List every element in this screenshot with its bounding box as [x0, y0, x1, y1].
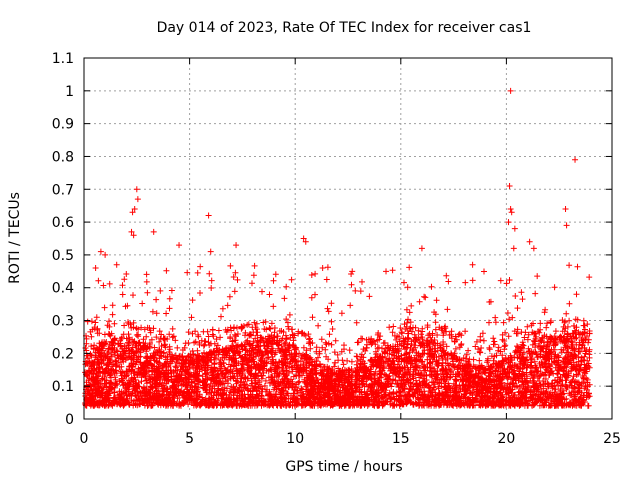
- roti-point-outlier: [129, 209, 136, 216]
- y-tick-label: 0: [65, 412, 74, 428]
- roti-point-outlier: [128, 228, 135, 235]
- roti-point-outlier: [572, 156, 579, 163]
- roti-point-outlier: [319, 265, 326, 272]
- roti-point-outlier: [176, 242, 183, 249]
- y-tick-label: 0.3: [52, 314, 74, 330]
- roti-point-outlier: [102, 251, 109, 258]
- roti-point-outlier: [150, 228, 157, 235]
- roti-point-outlier: [130, 232, 137, 239]
- x-tick-label: 5: [185, 431, 194, 447]
- y-tick-label: 0.8: [52, 149, 74, 165]
- plot-frame: [83, 57, 613, 420]
- roti-point-outlier: [508, 209, 515, 216]
- y-tick-label: 0.5: [52, 248, 74, 264]
- roti-point-outlier: [507, 205, 514, 212]
- roti-point-outlier: [505, 219, 512, 226]
- roti-point-outlier: [469, 261, 476, 268]
- x-tick-label: 15: [392, 431, 410, 447]
- y-tick-label: 0.9: [52, 117, 74, 133]
- roti-points-dense: [82, 261, 593, 409]
- roti-point-outlier: [97, 248, 104, 255]
- roti-point-outlier: [131, 205, 138, 212]
- roti-point-outlier: [510, 245, 517, 252]
- roti-point-outlier: [300, 235, 307, 242]
- x-tick-label: 25: [603, 431, 621, 447]
- x-tick-label: 0: [80, 431, 89, 447]
- roti-point-outlier: [511, 225, 518, 232]
- x-tick-label: 10: [286, 431, 304, 447]
- roti-point-outlier: [507, 87, 514, 94]
- roti-point-outlier: [563, 222, 570, 229]
- data-points-layer: [82, 87, 593, 409]
- roti-point-outlier: [349, 268, 356, 275]
- y-tick-label: 0.6: [52, 215, 74, 231]
- y-tick-label: 0.4: [52, 281, 74, 297]
- roti-point-outlier: [418, 245, 425, 252]
- roti-point-outlier: [526, 238, 533, 245]
- x-axis-label: GPS time / hours: [285, 459, 402, 475]
- y-tick-label: 1: [65, 84, 74, 100]
- roti-point-outlier: [133, 186, 140, 193]
- roti-point-outlier: [506, 182, 513, 189]
- roti-point-outlier: [207, 248, 214, 255]
- y-tick-label: 0.7: [52, 182, 74, 198]
- y-tick-label: 0.2: [52, 346, 74, 362]
- y-tick-label: 0.1: [52, 379, 74, 395]
- y-axis-label: ROTI / TECUs: [7, 192, 23, 284]
- roti-point-outlier: [92, 265, 99, 272]
- roti-point-outlier: [134, 196, 141, 203]
- ticks-layer: 0 0.1 0.2 0.3 0.4 0.5 0.6 0.7 0.8 0.9 1 1.1 0 5 10 15 20…: [52, 51, 621, 447]
- y-tick-label: 1.1: [52, 51, 74, 67]
- roti-point-outlier: [205, 212, 212, 219]
- roti-point-outlier: [233, 242, 240, 249]
- x-tick-label: 20: [497, 431, 515, 447]
- chart-title: Day 014 of 2023, Rate Of TEC Index for r…: [157, 20, 532, 36]
- roti-point-outlier: [383, 268, 390, 275]
- roti-point-outlier: [562, 205, 569, 212]
- roti-point-outlier: [302, 238, 309, 245]
- roti-point-outlier: [530, 245, 537, 252]
